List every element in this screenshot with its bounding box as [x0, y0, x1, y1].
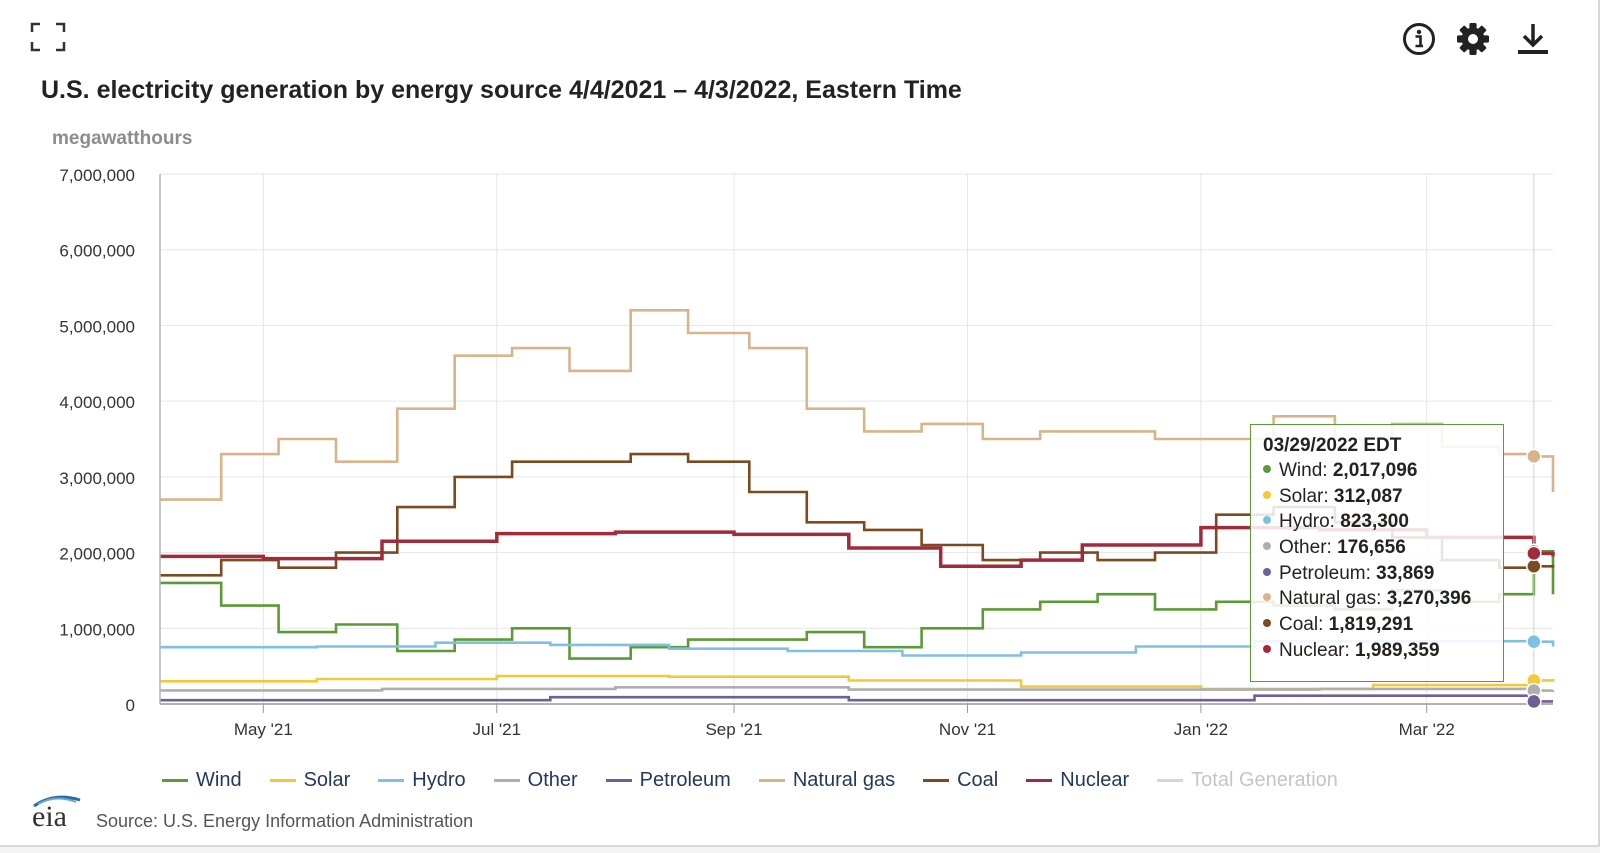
- tooltip-label: Wind:: [1279, 460, 1333, 481]
- gear-icon[interactable]: [1456, 22, 1490, 56]
- series-line-petroleum[interactable]: [160, 694, 1553, 703]
- info-icon[interactable]: [1402, 22, 1436, 56]
- legend-label: Natural gas: [792, 768, 896, 791]
- hover-marker-nuclear: [1526, 545, 1542, 562]
- tooltip-value: 3,270,396: [1386, 588, 1472, 610]
- legend-item-other[interactable]: Other: [493, 768, 578, 792]
- legend-swatch: [493, 778, 520, 782]
- tooltip-label: Natural gas:: [1279, 588, 1387, 610]
- tooltip-row: Wind: 2,017,096: [1263, 458, 1491, 484]
- tooltip-row: Coal: 1,819,291: [1263, 612, 1491, 638]
- chart-title: U.S. electricity generation by energy so…: [41, 76, 962, 104]
- y-tick-label: 7,000,000: [59, 166, 135, 185]
- source-note: Source: U.S. Energy Information Administ…: [96, 811, 474, 831]
- x-tick-label: May '21: [234, 720, 293, 739]
- legend-item-total-generation[interactable]: Total Generation: [1157, 769, 1338, 792]
- legend-item-nuclear[interactable]: Nuclear: [1026, 769, 1129, 792]
- axes: 0 1,000,000 2,000,000 3,000,000 4,000,000 5,0…: [59, 166, 1553, 739]
- legend-item-solar[interactable]: Solar: [269, 768, 351, 792]
- tooltip-dot: [1263, 490, 1271, 499]
- tooltip-dot: [1263, 464, 1271, 473]
- fullscreen-icon[interactable]: [30, 22, 66, 52]
- legend-label: Total Generation: [1191, 768, 1338, 791]
- series-line-natural-gas[interactable]: [160, 309, 1555, 501]
- y-tick-label: 1,000,000: [59, 620, 135, 639]
- legend-item-hydro[interactable]: Hydro: [378, 768, 466, 792]
- tooltip-value: 1,819,291: [1328, 614, 1414, 636]
- tooltip-dot: [1263, 593, 1271, 602]
- tooltip-row: Petroleum: 33,869: [1263, 561, 1491, 587]
- x-tick-label: Mar '22: [1399, 720, 1455, 739]
- legend-label: Other: [527, 768, 578, 791]
- tooltip-label: Solar:: [1279, 485, 1334, 507]
- tooltip-value: 312,087: [1333, 485, 1403, 507]
- tooltip-row: Nuclear: 1,989,359: [1263, 638, 1491, 664]
- hover-marker-coal: [1526, 558, 1542, 575]
- x-tick-label: Sep '21: [705, 720, 762, 739]
- legend-swatch: [1026, 778, 1053, 782]
- y-tick-label: 4,000,000: [59, 393, 135, 412]
- tooltip-label: Coal:: [1279, 614, 1329, 636]
- x-tick-label: Jul '21: [472, 720, 521, 739]
- chart-tooltip: 03/29/2022 EDT Wind: 2,017,096 Solar: 312…: [1250, 424, 1504, 682]
- legend-swatch: [923, 778, 950, 782]
- tooltip-value: 1,989,359: [1355, 639, 1440, 661]
- tooltip-value: 176,656: [1337, 537, 1406, 559]
- y-tick-label: 0: [126, 696, 135, 715]
- legend-swatch: [269, 778, 296, 782]
- hover-markers: [1526, 174, 1542, 710]
- tooltip-dot: [1263, 516, 1271, 525]
- tooltip-label: Hydro:: [1279, 511, 1341, 533]
- hover-marker-hydro: [1526, 633, 1542, 650]
- y-tick-label: 5,000,000: [59, 317, 135, 336]
- tooltip-label: Nuclear:: [1279, 639, 1356, 661]
- legend-swatch: [162, 778, 188, 782]
- legend-label: Coal: [957, 768, 999, 791]
- y-axis-label: megawatthours: [52, 128, 193, 149]
- legend-swatch: [758, 778, 785, 782]
- legend-label: Nuclear: [1060, 768, 1130, 791]
- legend-swatch: [378, 778, 405, 782]
- tooltip-value: 2,017,096: [1332, 460, 1418, 481]
- eia-logo: eia: [32, 795, 81, 830]
- tooltip-row: Solar: 312,087: [1263, 484, 1491, 510]
- eia-logo-text: eia: [32, 800, 67, 830]
- y-tick-label: 3,000,000: [59, 469, 135, 488]
- x-tick-label: Jan '22: [1174, 720, 1228, 739]
- tooltip-value: 823,300: [1340, 511, 1409, 533]
- tooltip-dot: [1263, 542, 1271, 551]
- series-line-other[interactable]: [160, 686, 1555, 692]
- tooltip-label: Petroleum:: [1279, 562, 1377, 584]
- legend-item-coal[interactable]: Coal: [923, 769, 998, 792]
- tooltip-dot: [1263, 619, 1271, 628]
- y-tick-label: 6,000,000: [59, 242, 135, 261]
- legend-item-petroleum[interactable]: Petroleum: [605, 768, 731, 792]
- legend-swatch: [605, 778, 632, 782]
- tooltip-value: 33,869: [1376, 562, 1435, 584]
- chart-legend: Wind Solar Hydro Other Petroleum Natural gas C…: [162, 768, 1366, 792]
- tooltip-row: Other: 176,656: [1263, 535, 1491, 561]
- legend-item-wind[interactable]: Wind: [162, 769, 242, 792]
- legend-label: Wind: [196, 768, 242, 791]
- legend-label: Solar: [303, 768, 351, 791]
- tooltip-dot: [1263, 567, 1271, 576]
- tooltip-date: 03/29/2022 EDT: [1263, 435, 1402, 456]
- y-tick-label: 2,000,000: [59, 545, 135, 564]
- tooltip-row: Natural gas: 3,270,396: [1263, 586, 1491, 612]
- download-icon[interactable]: [1516, 22, 1550, 56]
- legend-swatch: [1157, 778, 1184, 782]
- legend-item-natural-gas[interactable]: Natural gas: [758, 768, 896, 792]
- hover-marker-natural-gas: [1526, 448, 1542, 465]
- legend-label: Hydro: [412, 768, 466, 791]
- legend-label: Petroleum: [639, 768, 731, 791]
- hover-marker-petroleum: [1526, 693, 1542, 710]
- tooltip-row: Hydro: 823,300: [1263, 509, 1491, 535]
- x-tick-label: Nov '21: [939, 720, 996, 739]
- tooltip-label: Other:: [1279, 537, 1338, 559]
- tooltip-dot: [1263, 644, 1271, 653]
